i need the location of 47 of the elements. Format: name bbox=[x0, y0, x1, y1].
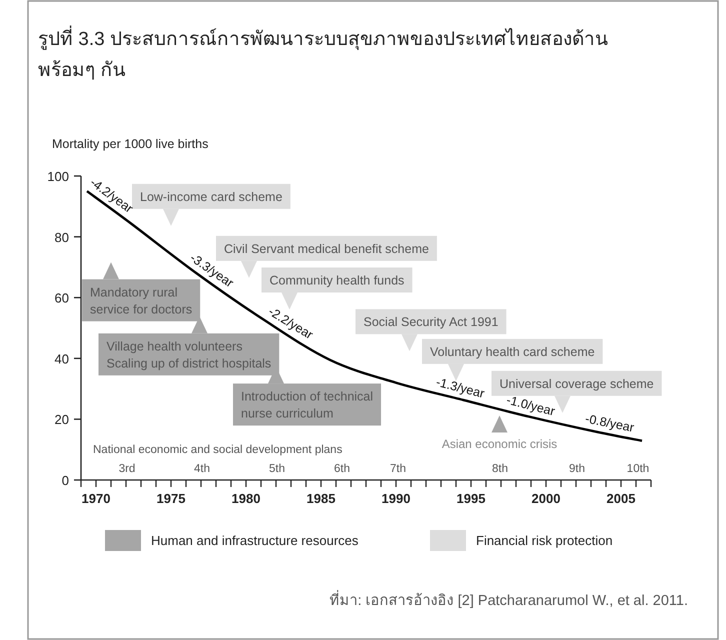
x-tick-label: 1985 bbox=[306, 491, 336, 506]
annotation: 5th bbox=[269, 463, 285, 475]
point bbox=[402, 334, 418, 352]
annotation: Civil Servant medical benefit scheme bbox=[224, 242, 429, 256]
x-tick-label: 1990 bbox=[382, 491, 410, 506]
y-tick-label: 20 bbox=[54, 412, 69, 428]
annotation: 8th bbox=[492, 463, 508, 475]
y-tick-label: 60 bbox=[54, 290, 69, 306]
y-tick-label: 80 bbox=[54, 230, 69, 245]
annotation: 10th bbox=[626, 463, 650, 475]
annotation: Low-income card scheme bbox=[140, 190, 282, 204]
x-tick-label: 2000 bbox=[532, 491, 560, 506]
annotation: Voluntary health card scheme bbox=[430, 344, 595, 359]
annotation: -0.8/year bbox=[584, 412, 636, 435]
y-tick-label: 0 bbox=[62, 473, 69, 488]
annotation: Universal coverage scheme bbox=[500, 376, 654, 391]
annotation: Community health funds bbox=[270, 274, 404, 288]
x-tick-label: 1970 bbox=[82, 491, 110, 506]
annotation: 7th bbox=[390, 463, 406, 475]
annotation: Mandatory rural service for doctors bbox=[82, 279, 200, 322]
title: พร้อมๆ กัน bbox=[38, 60, 126, 81]
x-tick-label: 1995 bbox=[456, 491, 486, 506]
point bbox=[282, 292, 298, 310]
annotation: 9th bbox=[569, 463, 585, 475]
annotation: Social Security Act 1991 bbox=[364, 315, 498, 330]
annotation: 4th bbox=[194, 463, 210, 475]
annotation: 3rd bbox=[118, 463, 136, 475]
annotation: Village health volunteers Scaling up of district hospitals bbox=[106, 339, 272, 370]
annotation: -1.3/year bbox=[434, 374, 486, 401]
point bbox=[241, 260, 257, 278]
annotation: 6th bbox=[334, 463, 350, 475]
legend-label: Financial risk protection bbox=[476, 533, 613, 548]
annotation: Introduction of technical nurse curriculum bbox=[233, 384, 382, 426]
ylabel: Mortality per 1000 live births bbox=[52, 137, 208, 151]
y-tick-label: 100 bbox=[47, 169, 69, 184]
x-tick-label: 2005 bbox=[606, 491, 636, 506]
annotation: National economic and social development plans bbox=[93, 444, 342, 456]
annotation: Introduction of technical nurse curriculum bbox=[241, 390, 374, 421]
point bbox=[163, 208, 179, 226]
point bbox=[554, 396, 570, 413]
annotation: Mandatory rural service for doctors bbox=[90, 285, 192, 316]
annotation: Asian economic crisis bbox=[442, 436, 558, 451]
x-tick-label: 1980 bbox=[232, 491, 260, 506]
annotation: Village health volunteers Scaling up of district hospitals bbox=[98, 333, 280, 376]
y-tick-label: 40 bbox=[54, 351, 69, 366]
x-tick-label: 1975 bbox=[156, 491, 186, 506]
legend-label: Human and infrastructure resources bbox=[151, 533, 359, 548]
